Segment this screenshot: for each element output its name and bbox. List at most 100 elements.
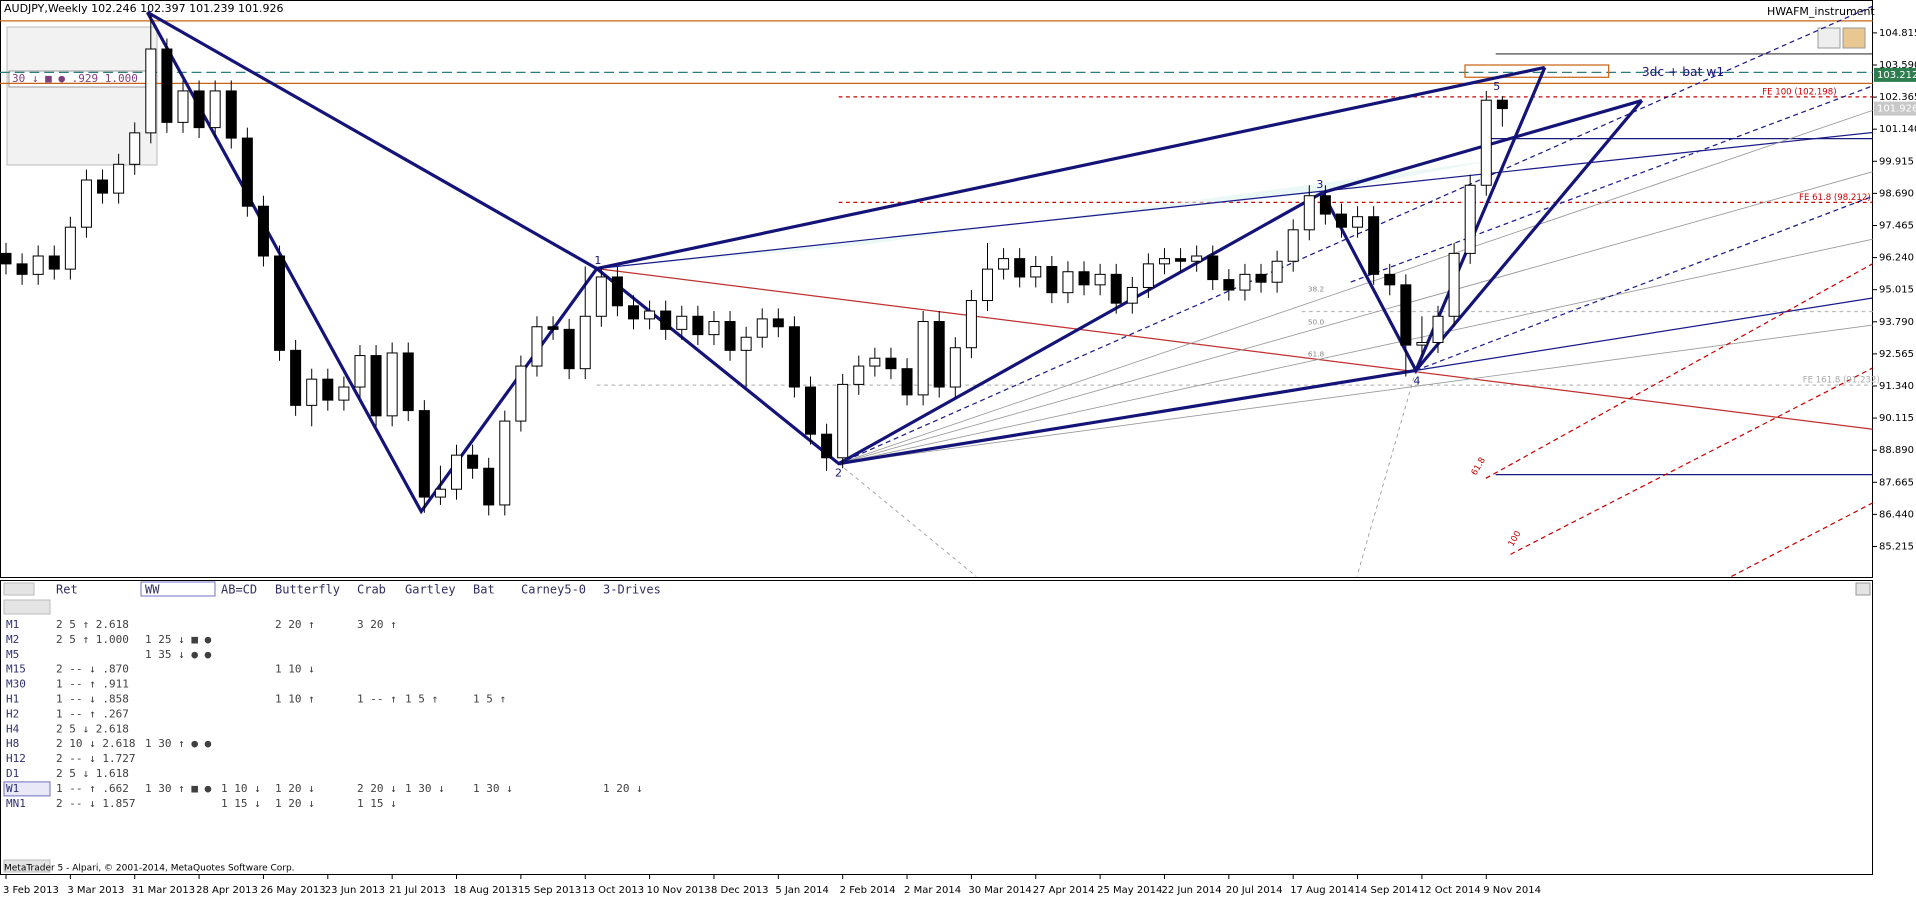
candle-body — [724, 321, 736, 351]
x-tick-label: 12 Oct 2014 — [1419, 885, 1481, 896]
y-tick-label: 99.915 — [1879, 156, 1914, 167]
footer: MetaTrader 5 - Alpari, © 2001-2014, Meta… — [4, 864, 295, 874]
x-tick-label: 5 Jan 2014 — [775, 885, 829, 896]
scanner-cell: 1 -- ↑ .662 — [56, 782, 129, 795]
candle-body — [628, 305, 640, 320]
x-tick-label: 14 Sep 2014 — [1355, 885, 1418, 896]
candle-body — [338, 386, 350, 401]
x-tick-label: 10 Nov 2013 — [647, 885, 711, 896]
y-tick-label: 87.665 — [1879, 477, 1914, 488]
candle-body — [370, 355, 382, 417]
scanner-cell: 1 30 ↓ — [473, 782, 513, 795]
ret-label: 38.2 — [1308, 284, 1324, 293]
y-tick-label: 101.140 — [1879, 124, 1916, 135]
candle-body — [145, 48, 157, 134]
candle-body — [949, 347, 961, 388]
candle-body — [1062, 271, 1074, 294]
y-tick-label: 104.815 — [1879, 28, 1916, 39]
scanner-cell: 2 -- ↓ 1.857 — [56, 797, 135, 810]
timeframe: M30 — [6, 678, 26, 691]
y-tick-label: 98.690 — [1879, 188, 1914, 199]
candle-body — [1432, 315, 1444, 343]
scanner-cell: 1 10 ↑ — [275, 693, 315, 706]
timeframe: M5 — [6, 648, 19, 661]
scanner-cell: 1 25 ↓ ■ ● — [145, 633, 212, 646]
candle-body — [1464, 184, 1476, 254]
scanner-cell: 1 30 ↑ ■ ● — [145, 782, 212, 795]
candle-body — [161, 48, 173, 123]
scanner-cell: 2 5 ↑ 2.618 — [56, 618, 129, 631]
pane-button[interactable] — [1855, 582, 1871, 596]
candle-body — [1207, 255, 1219, 281]
point-label: 4 — [1413, 374, 1420, 387]
eye-button[interactable] — [1817, 27, 1841, 49]
scanner-cell: 3 20 ↑ — [357, 618, 397, 631]
candle-body — [467, 454, 479, 469]
scanner-tab[interactable]: 3-Drives — [603, 583, 661, 597]
candle-body — [1223, 279, 1235, 291]
scanner-tab[interactable]: Ret — [56, 583, 78, 597]
y-tick-label: 102.365 — [1879, 92, 1916, 103]
dashed-projection — [1485, 263, 1873, 577]
x-tick-label: 31 Mar 2013 — [132, 885, 195, 896]
row-highlight — [3, 781, 51, 797]
candle-body — [965, 300, 977, 349]
scanner-cell: 1 5 ↑ — [473, 693, 506, 706]
y-tick-label: 93.790 — [1879, 317, 1914, 328]
trend-line — [596, 267, 1873, 430]
x-tick-label: 28 Apr 2013 — [196, 885, 258, 896]
fe-label: FE 61.8 (98.212) — [1799, 193, 1871, 203]
scanner-tab[interactable]: Butterfly — [275, 583, 340, 597]
scanner-tab[interactable]: AB=CD — [221, 583, 257, 597]
x-tick-label: 22 Jun 2014 — [1161, 885, 1221, 896]
candle-body — [97, 179, 109, 194]
candle-body — [547, 326, 559, 330]
x-tick-label: 13 Oct 2013 — [582, 885, 644, 896]
price-marker-label: 103.212 — [1877, 70, 1916, 81]
scanner-tab[interactable]: Crab — [357, 583, 386, 597]
timeframe: M1 — [6, 618, 19, 631]
ret-label: 61.8 — [1308, 349, 1325, 358]
home-button[interactable] — [3, 582, 35, 596]
scanner-tab[interactable]: Bat — [473, 583, 495, 597]
scanner-cell: 1 20 ↓ — [275, 797, 315, 810]
candle-body — [322, 378, 334, 401]
candle-body — [772, 318, 784, 328]
candle-body — [805, 386, 816, 435]
scroll-button[interactable] — [3, 599, 51, 615]
x-tick-label: 2 Mar 2014 — [904, 885, 961, 896]
candle-body — [193, 90, 205, 129]
y-tick-label: 92.565 — [1879, 349, 1914, 360]
scanner-cell: 1 15 ↓ — [357, 797, 397, 810]
scanner-tab[interactable]: Carney5-0 — [521, 583, 586, 597]
candle-body — [611, 276, 623, 307]
candle-body — [1078, 271, 1090, 286]
trend-line — [1415, 297, 1873, 372]
candle-body — [354, 355, 366, 388]
timeframe: H1 — [6, 693, 19, 706]
y-tick-label: 95.015 — [1879, 285, 1914, 296]
scanner-cell: 1 -- ↑ .267 — [56, 707, 129, 720]
scroll-button[interactable] — [3, 859, 51, 873]
scanner-tab[interactable]: WW — [145, 583, 160, 597]
candle-body — [740, 336, 752, 351]
candle-body — [0, 252, 12, 265]
candle-body — [177, 90, 189, 123]
candle-body — [1368, 216, 1380, 275]
folder-button[interactable] — [1842, 27, 1866, 49]
candle-body — [1126, 286, 1138, 304]
candle-body — [869, 357, 881, 367]
candle-body — [1496, 99, 1508, 110]
point-label: 3 — [1316, 178, 1323, 191]
x-tick-label: 20 Jul 2014 — [1226, 885, 1283, 896]
timeframe: H2 — [6, 707, 19, 720]
candle-body — [274, 255, 286, 351]
scanner-tab[interactable]: Gartley — [405, 583, 456, 597]
candle-body — [241, 137, 253, 207]
scanner-cell: 2 10 ↓ 2.618 — [56, 737, 135, 750]
target-box — [1464, 64, 1610, 78]
candle-body — [1416, 341, 1428, 346]
candle-body — [901, 368, 913, 396]
scanner-cell: 2 -- ↓ .870 — [56, 663, 129, 676]
